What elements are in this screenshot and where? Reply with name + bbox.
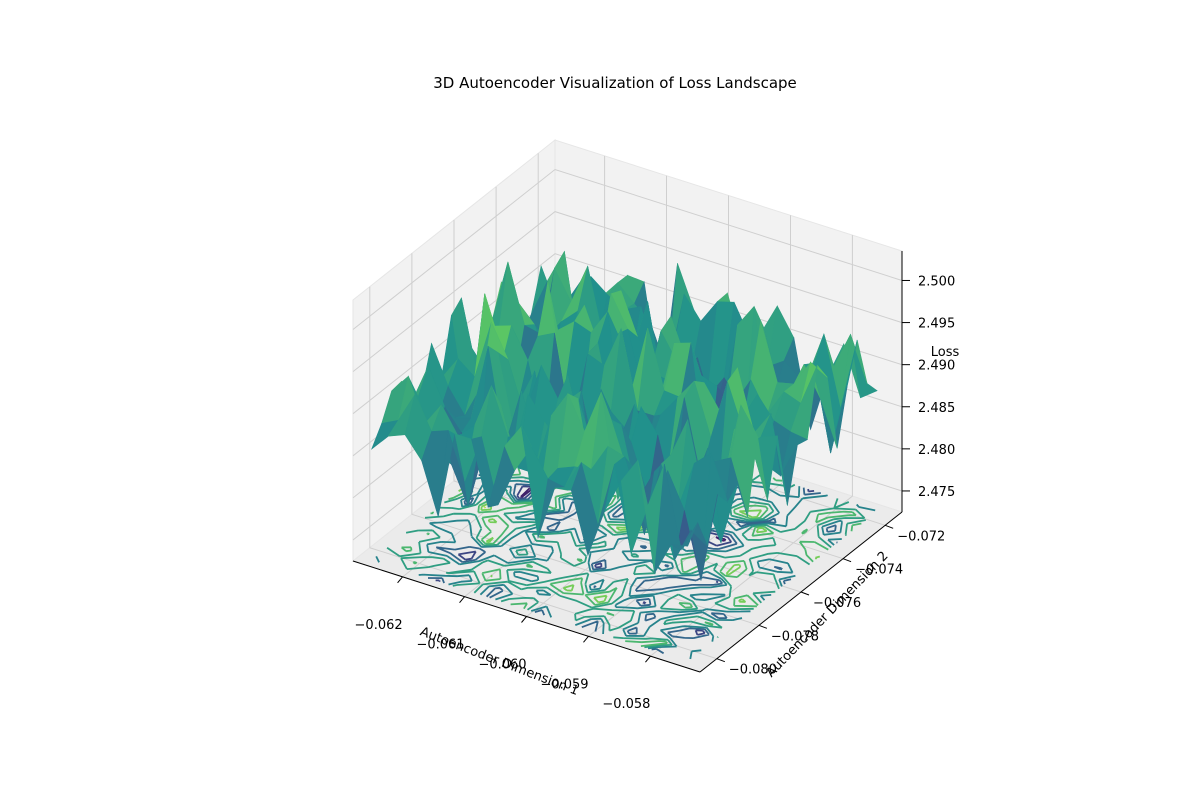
z-tick-label: 2.480 (918, 443, 955, 458)
gridline-z (352, 168, 903, 330)
x-tick-label: −0.059 (540, 677, 588, 692)
x-axis-label: Autoencoder Dimension 1 (418, 624, 581, 698)
y-tick (758, 624, 768, 629)
z-tick-label: 2.475 (918, 485, 955, 500)
y-tick (842, 558, 852, 563)
z-tick-label: 2.500 (918, 275, 955, 290)
gridline-z (352, 211, 903, 372)
gridline-y (369, 286, 717, 660)
x-tick (521, 616, 527, 623)
y-tick-label: −0.080 (729, 663, 777, 678)
y-tick (800, 591, 810, 596)
y-tick (884, 524, 894, 529)
z-tick-label: 2.495 (918, 317, 955, 332)
x-tick-label: −0.062 (355, 618, 403, 633)
x-tick (397, 576, 403, 584)
z-tick-label: 2.490 (918, 359, 955, 374)
tick-labels: −0.062 −0.061 −0.060 −0.059 −0.058 −0.080 −0.0… (355, 275, 956, 713)
chart-title: 3D Autoencoder Visualization of Loss Lan… (433, 74, 797, 92)
gridline-y (411, 253, 760, 626)
x-tick-label: −0.061 (416, 638, 464, 653)
axis-lines (352, 251, 910, 673)
y-tick-label: −0.072 (897, 529, 945, 544)
x-tick-label: −0.060 (478, 658, 526, 673)
z-tick-label: 2.485 (918, 401, 955, 416)
y-tick-label: −0.074 (855, 563, 903, 578)
x-tick (459, 596, 465, 603)
z-axis-label: Loss (931, 345, 960, 360)
x-tick (645, 655, 651, 663)
y-tick-label: −0.076 (813, 596, 861, 611)
surface-patch (670, 522, 698, 551)
y-tick (716, 658, 726, 663)
y-tick-label: −0.078 (771, 629, 819, 644)
x-tick-label: −0.058 (602, 697, 650, 712)
loss-surface (371, 250, 878, 581)
x-tick (583, 636, 589, 643)
